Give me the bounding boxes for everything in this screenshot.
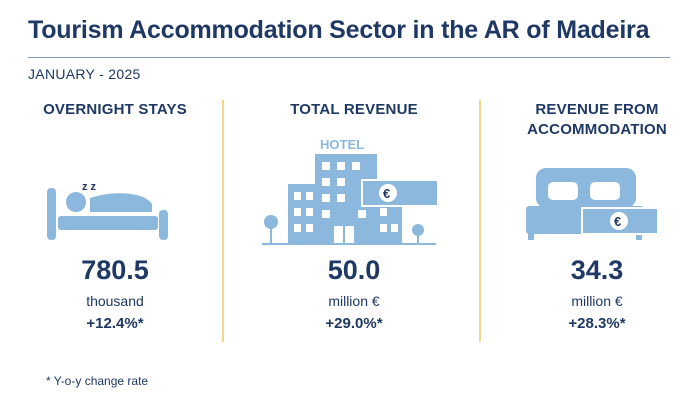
overnight-stays-change: +12.4%* — [86, 315, 144, 332]
accommodation-revenue-unit: million € — [571, 293, 623, 309]
page-title: Tourism Accommodation Sector in the AR o… — [28, 16, 650, 44]
overnight-stays-unit: thousand — [86, 293, 144, 309]
column-separator — [222, 100, 224, 342]
total-revenue-heading: TOTAL REVENUE — [290, 101, 418, 118]
overnight-stays-panel: OVERNIGHT STAYS z z 780.5 thousand +12.4… — [24, 100, 206, 342]
title-divider — [28, 57, 670, 58]
accommodation-revenue-heading: REVENUE FROM ACCOMMODATION — [527, 101, 667, 138]
reference-period: JANUARY - 2025 — [28, 66, 141, 82]
accommodation-revenue-panel: REVENUE FROM ACCOMMODATION € 34.3 millio… — [508, 100, 686, 342]
sleeping-person-icon: z z — [47, 181, 168, 240]
svg-text:€: € — [383, 186, 390, 201]
total-revenue-change: +29.0%* — [325, 315, 383, 332]
accommodation-revenue-change: +28.3%* — [568, 315, 626, 332]
bed-with-money-icon: € — [526, 168, 659, 240]
svg-text:€: € — [614, 214, 621, 229]
svg-text:HOTEL: HOTEL — [320, 137, 364, 152]
total-revenue-panel: TOTAL REVENUE HOTEL € 50.0 mi — [254, 100, 454, 342]
overnight-stays-value: 780.5 — [81, 255, 149, 285]
accommodation-revenue-value: 34.3 — [570, 255, 624, 285]
svg-text:z z: z z — [82, 181, 97, 193]
overnight-stays-heading: OVERNIGHT STAYS — [43, 101, 187, 118]
footnote: * Y-o-y change rate — [46, 374, 149, 388]
total-revenue-unit: million € — [328, 293, 380, 309]
total-revenue-value: 50.0 — [327, 255, 381, 285]
column-separator — [479, 100, 481, 342]
hotel-building-icon: HOTEL € — [262, 137, 439, 245]
